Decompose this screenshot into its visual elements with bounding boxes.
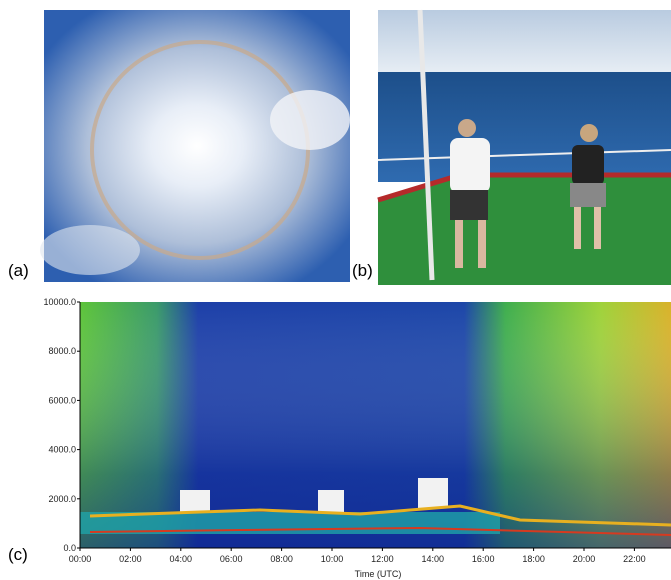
y-tick-label: 2000.0 (48, 494, 76, 504)
y-tick-label: 6000.0 (48, 395, 76, 405)
panel-label: (b) (352, 261, 373, 280)
figure: (a) (b) 10000.0 8000.0 6000.0 4000.0 2000.0 0… (0, 0, 671, 580)
photo-deck (378, 10, 671, 285)
x-tick-label: 16:00 (472, 554, 495, 564)
x-tick-label: 18:00 (522, 554, 545, 564)
photo-halo (40, 10, 350, 282)
x-tick-label: 00:00 (69, 554, 92, 564)
x-tick-label: 20:00 (573, 554, 596, 564)
y-tick-label: 8000.0 (48, 346, 76, 356)
panel-label: (a) (8, 261, 29, 280)
panel-label: (c) (8, 545, 28, 564)
x-tick-label: 02:00 (119, 554, 142, 564)
x-tick-label: 08:00 (270, 554, 293, 564)
x-tick-label: 22:00 (623, 554, 646, 564)
x-tick-label: 12:00 (371, 554, 394, 564)
x-tick-label: 14:00 (422, 554, 445, 564)
y-tick-label: 10000.0 (43, 297, 76, 307)
y-tick-label: 4000.0 (48, 445, 76, 455)
x-axis-title: Time (UTC) (355, 569, 402, 579)
spectrogram (80, 302, 671, 548)
x-tick-label: 04:00 (170, 554, 193, 564)
x-tick-label: 06:00 (220, 554, 243, 564)
y-tick-label: 0.0 (63, 543, 76, 553)
x-tick-label: 10:00 (321, 554, 344, 564)
